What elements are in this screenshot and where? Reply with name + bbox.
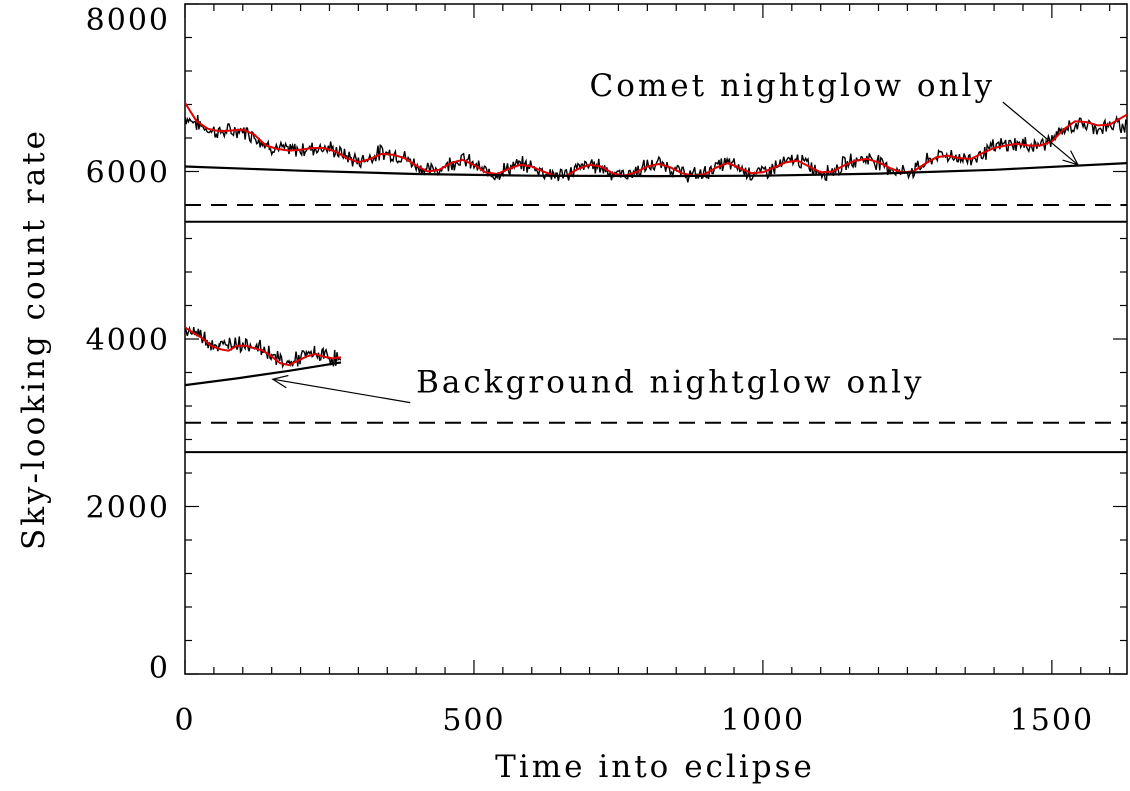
annotation-arrow-line bbox=[1002, 101, 1079, 166]
y-tick-label: 4000 bbox=[86, 323, 170, 358]
annotations: Comet nightglow only Background nightglow… bbox=[271, 68, 1080, 404]
annotation-label: Background nightglow only bbox=[416, 365, 924, 401]
plot-marks bbox=[185, 102, 1127, 454]
observed-series-line bbox=[185, 325, 342, 370]
model-curve-line bbox=[185, 162, 1127, 178]
x-axis-title: Time into eclipse bbox=[495, 749, 815, 785]
x-tick-label: 1000 bbox=[721, 703, 805, 738]
annotation-arrow-line bbox=[272, 378, 411, 404]
y-tick-label: 0 bbox=[149, 651, 170, 686]
axis-ticks bbox=[184, 3, 1127, 675]
x-tick-label: 0 bbox=[174, 703, 195, 738]
smoothed-series-line bbox=[185, 102, 1127, 177]
annotation-arrow-head bbox=[1062, 150, 1080, 166]
model-curve-line bbox=[185, 361, 342, 387]
y-tick-label: 8000 bbox=[86, 3, 170, 38]
x-tick-label: 1500 bbox=[1010, 703, 1094, 738]
y-axis-title: Sky-looking count rate bbox=[16, 128, 52, 550]
annotation-label: Comet nightglow only bbox=[590, 68, 995, 104]
plot-frame bbox=[184, 3, 1128, 675]
smoothed-series-line bbox=[185, 326, 342, 366]
y-tick-label: 6000 bbox=[86, 156, 170, 191]
tick-labels: 0 500 1000 1500 0 2000 4000 6000 8000 bbox=[86, 3, 1094, 738]
annotation-arrow-head bbox=[271, 374, 289, 389]
y-tick-label: 2000 bbox=[86, 491, 170, 526]
x-tick-label: 500 bbox=[442, 703, 505, 738]
